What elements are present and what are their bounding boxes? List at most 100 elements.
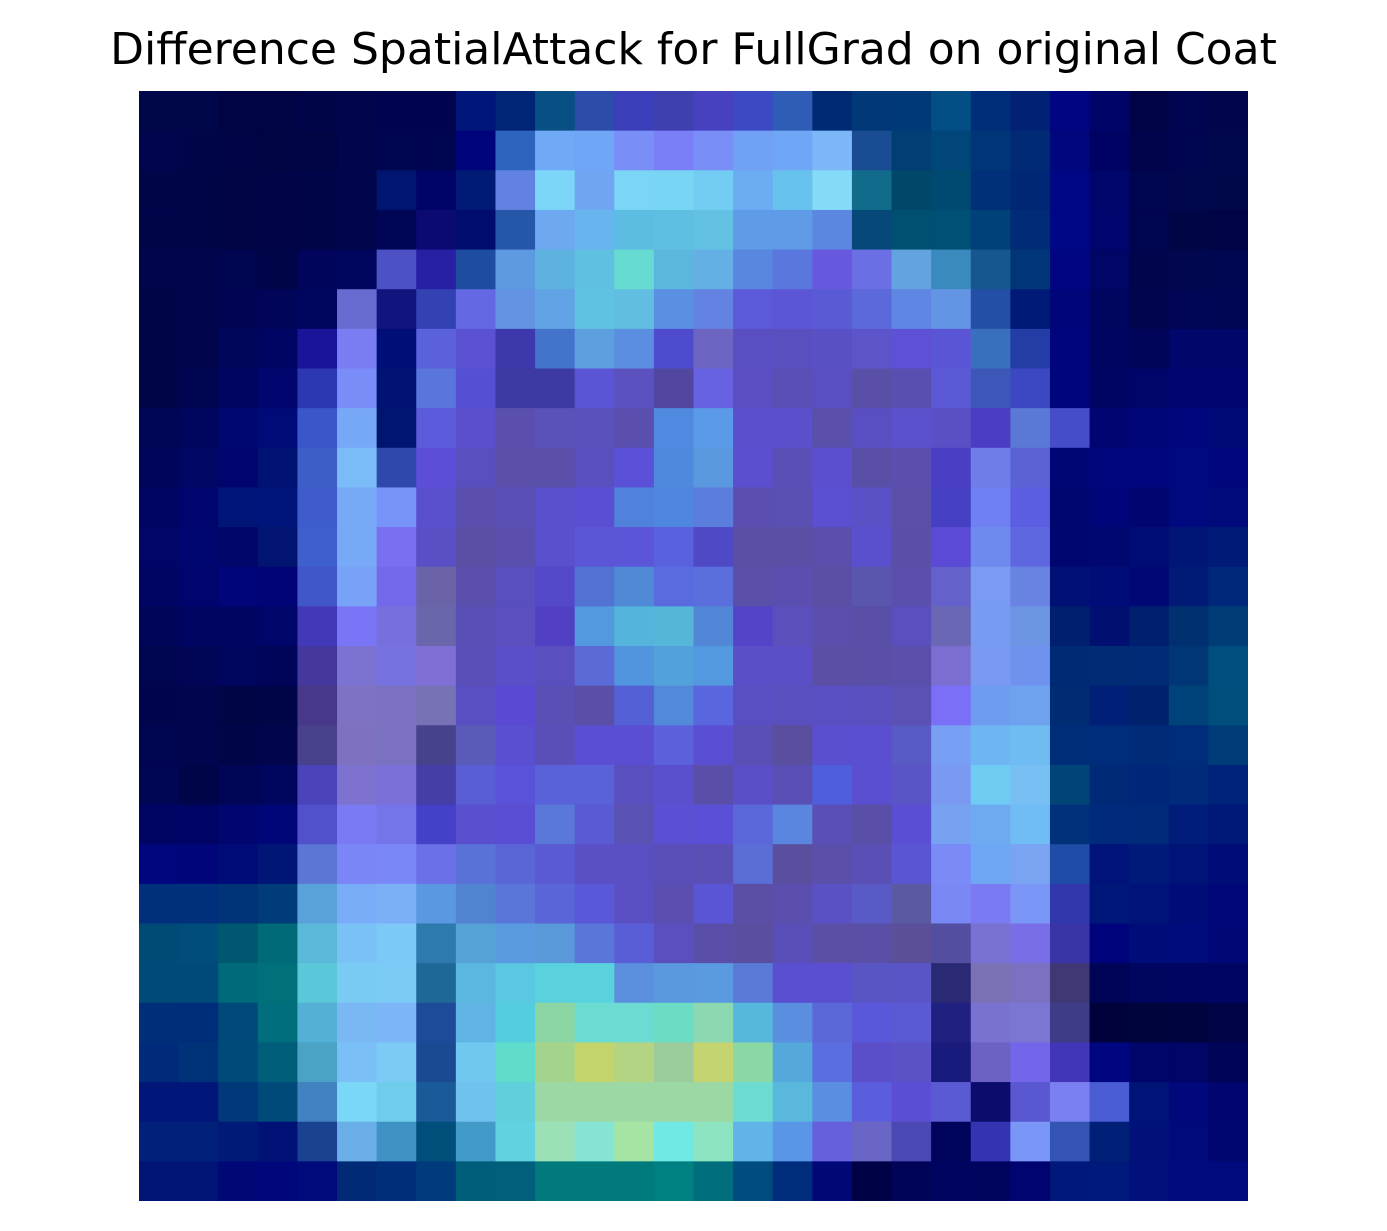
heatmap-cell-16-24 <box>1089 725 1130 766</box>
heatmap-cell-0-16 <box>772 91 813 132</box>
heatmap-cell-23-17 <box>812 1002 853 1044</box>
heatmap-cell-13-2 <box>218 606 259 647</box>
heatmap-cell-23-26 <box>1168 1002 1209 1044</box>
heatmap-cell-14-23 <box>1049 646 1091 687</box>
heatmap-cell-27-11 <box>574 1161 615 1201</box>
heatmap-cell-11-22 <box>1010 527 1051 568</box>
heatmap-cell-11-9 <box>495 527 536 568</box>
heatmap-cell-0-19 <box>891 91 932 132</box>
heatmap-cell-22-26 <box>1168 963 1209 1004</box>
heatmap-cell-1-0 <box>139 130 180 171</box>
heatmap-cell-18-16 <box>772 804 813 845</box>
heatmap-cell-13-18 <box>851 606 893 647</box>
heatmap-cell-21-6 <box>376 923 417 964</box>
heatmap-cell-10-20 <box>931 487 972 528</box>
heatmap-cell-11-15 <box>733 527 774 568</box>
heatmap-cell-8-9 <box>495 408 536 449</box>
heatmap-cell-5-15 <box>733 289 774 330</box>
heatmap-cell-13-9 <box>495 606 536 647</box>
heatmap-cell-7-5 <box>337 368 378 409</box>
heatmap-cell-8-15 <box>733 408 774 449</box>
heatmap-cell-0-4 <box>297 91 338 132</box>
heatmap-cell-20-22 <box>1010 883 1051 925</box>
heatmap-cell-24-4 <box>297 1042 338 1083</box>
heatmap-cell-27-1 <box>178 1161 219 1201</box>
heatmap-cell-20-25 <box>1129 883 1170 925</box>
heatmap-cell-25-24 <box>1089 1082 1130 1123</box>
heatmap-cell-10-5 <box>337 487 378 528</box>
heatmap-cell-13-22 <box>1010 606 1051 647</box>
heatmap-cell-10-21 <box>970 487 1011 528</box>
heatmap-cell-26-12 <box>614 1121 655 1162</box>
heatmap-cell-4-14 <box>693 249 734 290</box>
heatmap-cell-19-27 <box>1208 844 1248 885</box>
heatmap-cell-27-6 <box>376 1161 417 1201</box>
heatmap-cell-15-10 <box>535 685 576 726</box>
heatmap-cell-15-23 <box>1049 685 1091 726</box>
heatmap-cell-24-0 <box>139 1042 180 1083</box>
heatmap-cell-9-7 <box>416 447 457 489</box>
heatmap-cell-10-11 <box>574 487 615 528</box>
heatmap-cell-20-19 <box>891 883 932 925</box>
heatmap-cell-7-6 <box>376 368 417 409</box>
heatmap-cell-12-23 <box>1049 566 1091 607</box>
heatmap-cell-26-4 <box>297 1121 338 1162</box>
heatmap-cell-13-25 <box>1129 606 1170 647</box>
heatmap-cell-27-12 <box>614 1161 655 1201</box>
heatmap-cell-7-2 <box>218 368 259 409</box>
heatmap-cell-10-1 <box>178 487 219 528</box>
heatmap-cell-3-8 <box>455 209 497 251</box>
heatmap-cell-21-24 <box>1089 923 1130 964</box>
heatmap-cell-23-11 <box>574 1002 615 1044</box>
heatmap-cell-16-26 <box>1168 725 1209 766</box>
heatmap-cell-5-3 <box>257 289 299 330</box>
heatmap-cell-12-3 <box>257 566 299 607</box>
heatmap-cell-1-19 <box>891 130 932 171</box>
heatmap-cell-17-20 <box>931 764 972 806</box>
heatmap-cell-14-26 <box>1168 646 1209 687</box>
heatmap-cell-24-8 <box>455 1042 497 1083</box>
heatmap-cell-20-3 <box>257 883 299 925</box>
heatmap-cell-6-2 <box>218 328 259 370</box>
heatmap-cell-2-7 <box>416 170 457 211</box>
heatmap-cell-4-27 <box>1208 249 1248 290</box>
heatmap-cell-17-5 <box>337 764 378 806</box>
heatmap-cell-7-27 <box>1208 368 1248 409</box>
heatmap-cell-6-5 <box>337 328 378 370</box>
heatmap-cell-2-22 <box>1010 170 1051 211</box>
heatmap-cell-11-25 <box>1129 527 1170 568</box>
heatmap-cell-6-27 <box>1208 328 1248 370</box>
heatmap-cell-25-26 <box>1168 1082 1209 1123</box>
heatmap-cell-1-13 <box>653 130 695 171</box>
heatmap-cell-12-5 <box>337 566 378 607</box>
heatmap-cell-4-16 <box>772 249 813 290</box>
heatmap-cell-2-19 <box>891 170 932 211</box>
heatmap-cell-10-12 <box>614 487 655 528</box>
heatmap-cell-8-14 <box>693 408 734 449</box>
heatmap-cell-0-2 <box>218 91 259 132</box>
heatmap-cell-22-18 <box>851 963 893 1004</box>
heatmap-cell-12-7 <box>416 566 457 607</box>
heatmap-cell-0-22 <box>1010 91 1051 132</box>
heatmap-cell-4-2 <box>218 249 259 290</box>
heatmap-cell-2-26 <box>1168 170 1209 211</box>
heatmap-cell-15-26 <box>1168 685 1209 726</box>
heatmap-cell-16-18 <box>851 725 893 766</box>
heatmap-cell-3-18 <box>851 209 893 251</box>
heatmap-cell-4-7 <box>416 249 457 290</box>
heatmap-cell-5-9 <box>495 289 536 330</box>
heatmap-cell-10-23 <box>1049 487 1091 528</box>
heatmap-cell-23-16 <box>772 1002 813 1044</box>
heatmap-cell-12-19 <box>891 566 932 607</box>
heatmap-cell-7-0 <box>139 368 180 409</box>
heatmap-cell-1-4 <box>297 130 338 171</box>
heatmap-cell-9-22 <box>1010 447 1051 489</box>
heatmap-cell-25-20 <box>931 1082 972 1123</box>
heatmap-cell-6-16 <box>772 328 813 370</box>
heatmap-cell-19-13 <box>653 844 695 885</box>
heatmap-cell-19-21 <box>970 844 1011 885</box>
heatmap-cell-25-23 <box>1049 1082 1091 1123</box>
heatmap-cell-16-9 <box>495 725 536 766</box>
heatmap-cell-19-6 <box>376 844 417 885</box>
heatmap-cell-22-11 <box>574 963 615 1004</box>
